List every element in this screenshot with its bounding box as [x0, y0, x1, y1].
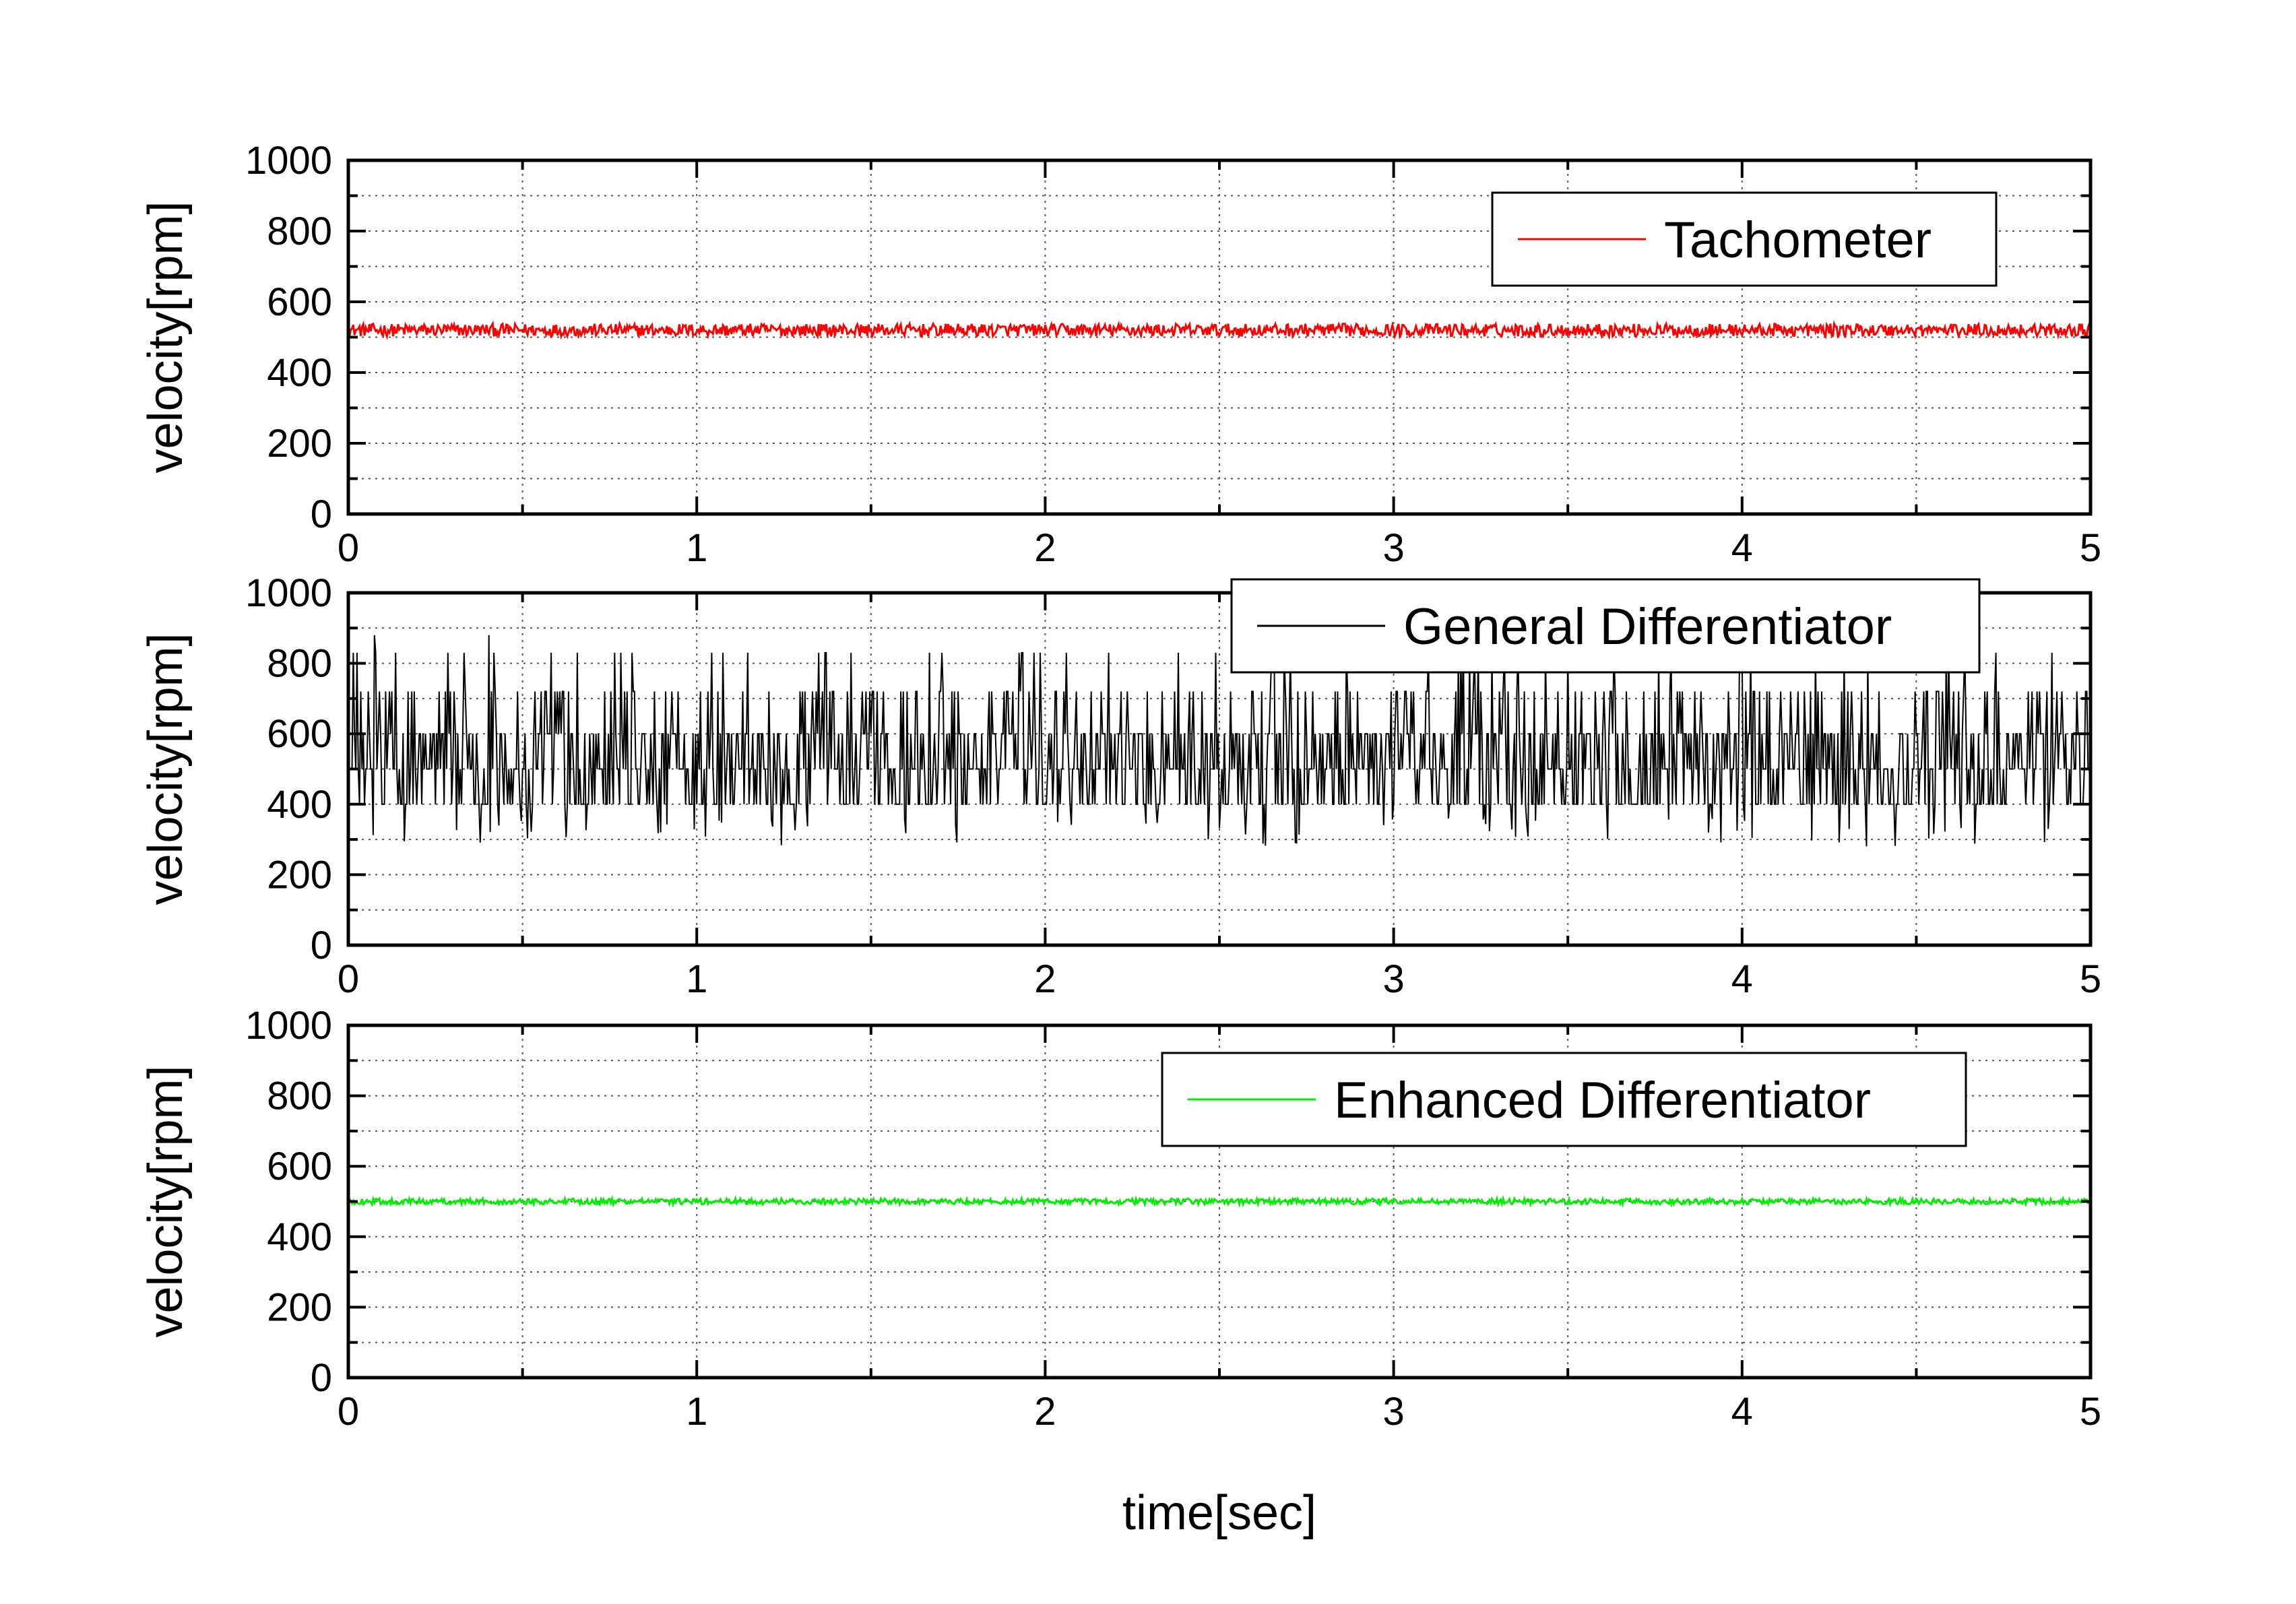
series-line-0: [348, 320, 2092, 341]
x-tick-label: 1: [686, 1390, 707, 1434]
y-tick-label: 400: [267, 783, 332, 827]
x-axis-label: time[sec]: [1122, 1486, 1316, 1540]
y-tick-label: 1000: [245, 571, 332, 615]
y-axis-label: velocity[rpm]: [139, 201, 193, 473]
y-tick-label: 400: [267, 1215, 332, 1259]
x-tick-label: 4: [1731, 526, 1753, 570]
legend-label: General Differentiator: [1403, 598, 1892, 655]
x-tick-label: 3: [1382, 526, 1404, 570]
panel-general-differentiator: 0 1 2 3 4 5 0 200 400 600 800 1000 velocity[rpm] Gene…: [139, 571, 2101, 1001]
x-tick-label: 3: [1382, 1390, 1404, 1434]
x-tick-label: 5: [2080, 957, 2101, 1001]
legend-label: Enhanced Differentiator: [1334, 1072, 1871, 1129]
series-line-0: [348, 635, 2091, 847]
y-tick-label: 600: [267, 712, 332, 756]
x-tick-label: 2: [1034, 526, 1056, 570]
panel-tachometer: 0 1 2 3 4 5 0 200 400 600 800 1000 velocity[rpm] Tach…: [139, 139, 2101, 570]
y-tick-label: 800: [267, 642, 332, 686]
x-tick-label: 0: [338, 957, 359, 1001]
panel-enhanced-differentiator: 0 1 2 3 4 5 0 200 400 600 800 1000 velocity[rpm] Enha…: [139, 1004, 2101, 1434]
y-axis-label: velocity[rpm]: [139, 633, 193, 905]
x-tick-label: 4: [1731, 957, 1753, 1001]
y-tick-label: 0: [311, 492, 332, 536]
x-tick-label: 2: [1034, 1390, 1056, 1434]
y-tick-label: 0: [311, 1356, 332, 1400]
x-tick-label: 0: [338, 1390, 359, 1434]
y-tick-label: 200: [267, 853, 332, 897]
x-tick-label: 5: [2080, 1390, 2101, 1434]
y-tick-label: 1000: [245, 139, 332, 183]
y-tick-label: 0: [311, 924, 332, 967]
y-tick-label: 800: [267, 210, 332, 253]
y-tick-label: 600: [267, 1145, 332, 1188]
x-tick-label: 4: [1731, 1390, 1753, 1434]
y-tick-label: 200: [267, 422, 332, 466]
y-axis-label: velocity[rpm]: [139, 1065, 193, 1337]
y-tick-label: 200: [267, 1285, 332, 1329]
legend-label: Tachometer: [1664, 212, 1932, 269]
x-tick-label: 5: [2080, 526, 2101, 570]
x-tick-label: 1: [686, 526, 707, 570]
x-tick-label: 3: [1382, 957, 1404, 1001]
x-tick-label: 1: [686, 957, 707, 1001]
y-tick-label: 800: [267, 1074, 332, 1118]
y-tick-label: 600: [267, 280, 332, 324]
series-line-0: [347, 1194, 2092, 1209]
x-tick-label: 2: [1034, 957, 1056, 1001]
y-tick-label: 400: [267, 351, 332, 395]
y-tick-label: 1000: [245, 1004, 332, 1048]
x-tick-label: 0: [338, 526, 359, 570]
